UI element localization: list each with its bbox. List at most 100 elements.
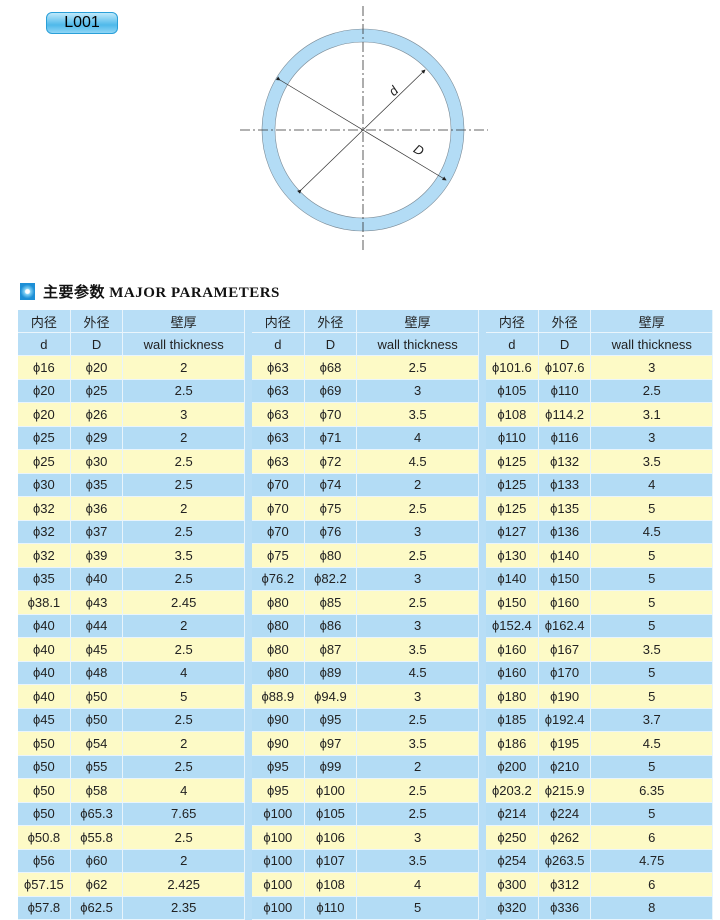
outer-diameter-cell: ϕ170 (538, 661, 592, 685)
table-row: ϕ70 ϕ74 2 (252, 473, 479, 497)
wall-thickness-cell: 2.5 (122, 473, 245, 497)
inner-diameter-cell: ϕ320 (486, 896, 539, 920)
inner-diameter-cell: ϕ32 (18, 520, 71, 544)
wall-thickness-cell: 6 (590, 872, 713, 897)
wall-thickness-cell: 3 (122, 402, 245, 427)
inner-diameter-cell: ϕ40 (18, 684, 71, 709)
wall-thickness-cell: 2.5 (356, 802, 479, 826)
header-row: 内径 外径 壁厚 (486, 310, 713, 333)
outer-diameter-cell: ϕ39 (70, 543, 124, 568)
outer-diameter-cell: ϕ50 (70, 684, 124, 709)
table-row: ϕ152.4 ϕ162.4 5 (486, 614, 713, 638)
table-row: ϕ90 ϕ97 3.5 (252, 731, 479, 756)
outer-diameter-cell: ϕ100 (304, 778, 358, 803)
outer-diameter-cell: ϕ30 (70, 449, 124, 474)
inner-diameter-cell: ϕ63 (252, 379, 305, 403)
table-row: ϕ50 ϕ65.3 7.65 (18, 802, 245, 826)
outer-diameter-cell: ϕ150 (538, 567, 592, 591)
table-row: ϕ186 ϕ195 4.5 (486, 731, 713, 756)
outer-diameter-cell: ϕ70 (304, 402, 358, 427)
table-row: ϕ20 ϕ25 2.5 (18, 379, 245, 403)
table-row: ϕ95 ϕ100 2.5 (252, 778, 479, 803)
header-row: 内径 外径 壁厚 (18, 310, 245, 333)
wall-thickness-cell: 2.35 (122, 896, 245, 920)
table-row: ϕ185 ϕ192.4 3.7 (486, 708, 713, 732)
outer-diameter-cell: ϕ29 (70, 426, 124, 450)
outer-diameter-cell: ϕ192.4 (538, 708, 592, 732)
table-row: ϕ127 ϕ136 4.5 (486, 520, 713, 544)
bullet-icon (20, 282, 35, 300)
outer-diameter-cell: ϕ336 (538, 896, 592, 920)
inner-diameter-cell: ϕ90 (252, 708, 305, 732)
outer-diameter-cell: ϕ312 (538, 872, 592, 897)
column-header: 外径 (70, 310, 124, 333)
column-header: 内径 (18, 310, 71, 333)
column-header: 壁厚 (590, 310, 713, 333)
table-row: ϕ20 ϕ26 3 (18, 402, 245, 427)
outer-diameter-cell: ϕ71 (304, 426, 358, 450)
inner-diameter-cell: ϕ45 (18, 708, 71, 732)
table-row: ϕ32 ϕ37 2.5 (18, 520, 245, 544)
table-row: ϕ80 ϕ89 4.5 (252, 661, 479, 685)
inner-diameter-cell: ϕ50 (18, 778, 71, 803)
column-header: wall thickness (590, 332, 713, 356)
inner-diameter-cell: ϕ130 (486, 543, 539, 568)
inner-diameter-cell: ϕ70 (252, 496, 305, 521)
column-header: wall thickness (356, 332, 479, 356)
outer-diameter-cell: ϕ262 (538, 825, 592, 850)
table-row: ϕ100 ϕ106 3 (252, 825, 479, 850)
outer-diameter-cell: ϕ75 (304, 496, 358, 521)
outer-diameter-cell: ϕ65.3 (70, 802, 124, 826)
inner-diameter-cell: ϕ152.4 (486, 614, 539, 638)
table-row: ϕ125 ϕ132 3.5 (486, 449, 713, 474)
inner-diameter-cell: ϕ50.8 (18, 825, 71, 850)
wall-thickness-cell: 5 (590, 590, 713, 615)
wall-thickness-cell: 2.5 (356, 590, 479, 615)
inner-diameter-cell: ϕ200 (486, 755, 539, 779)
wall-thickness-cell: 2 (356, 473, 479, 497)
inner-diameter-cell: ϕ100 (252, 849, 305, 873)
inner-diameter-cell: ϕ125 (486, 449, 539, 474)
column-header: 内径 (486, 310, 539, 333)
outer-diameter-cell: ϕ68 (304, 355, 358, 380)
wall-thickness-cell: 6 (590, 825, 713, 850)
inner-diameter-cell: ϕ25 (18, 449, 71, 474)
section-title: 主要参数 MAJOR PARAMETERS (43, 284, 280, 301)
table-row: ϕ70 ϕ76 3 (252, 520, 479, 544)
table-row: ϕ40 ϕ44 2 (18, 614, 245, 638)
table-row: ϕ80 ϕ85 2.5 (252, 590, 479, 615)
outer-diameter-cell: ϕ20 (70, 355, 124, 380)
table-row: ϕ32 ϕ39 3.5 (18, 543, 245, 568)
table-row: ϕ320 ϕ336 8 (486, 896, 713, 920)
wall-thickness-cell: 2 (122, 849, 245, 873)
table-row: ϕ32 ϕ36 2 (18, 496, 245, 521)
outer-diameter-cell: ϕ136 (538, 520, 592, 544)
table-row: ϕ250 ϕ262 6 (486, 825, 713, 850)
wall-thickness-cell: 5 (590, 684, 713, 709)
table-row: ϕ75 ϕ80 2.5 (252, 543, 479, 568)
outer-diameter-cell: ϕ116 (538, 426, 592, 450)
wall-thickness-cell: 5 (122, 684, 245, 709)
outer-diameter-cell: ϕ87 (304, 637, 358, 662)
outer-diameter-cell: ϕ35 (70, 473, 124, 497)
outer-diameter-cell: ϕ210 (538, 755, 592, 779)
wall-thickness-cell: 5 (590, 496, 713, 521)
outer-diameter-cell: ϕ110 (304, 896, 358, 920)
inner-diameter-cell: ϕ40 (18, 661, 71, 685)
inner-diameter-cell: ϕ100 (252, 896, 305, 920)
inner-diameter-cell: ϕ100 (252, 872, 305, 897)
table-row: ϕ100 ϕ108 4 (252, 872, 479, 897)
table-row: ϕ140 ϕ150 5 (486, 567, 713, 591)
inner-diameter-cell: ϕ180 (486, 684, 539, 709)
wall-thickness-cell: 2.5 (122, 449, 245, 474)
wall-thickness-cell: 3.5 (356, 849, 479, 873)
table-row: ϕ40 ϕ50 5 (18, 684, 245, 709)
wall-thickness-cell: 2.45 (122, 590, 245, 615)
wall-thickness-cell: 3 (356, 520, 479, 544)
table-row: ϕ160 ϕ167 3.5 (486, 637, 713, 662)
outer-diameter-cell: ϕ107.6 (538, 355, 592, 380)
wall-thickness-cell: 2.5 (356, 496, 479, 521)
inner-diameter-cell: ϕ80 (252, 590, 305, 615)
outer-diameter-cell: ϕ54 (70, 731, 124, 756)
